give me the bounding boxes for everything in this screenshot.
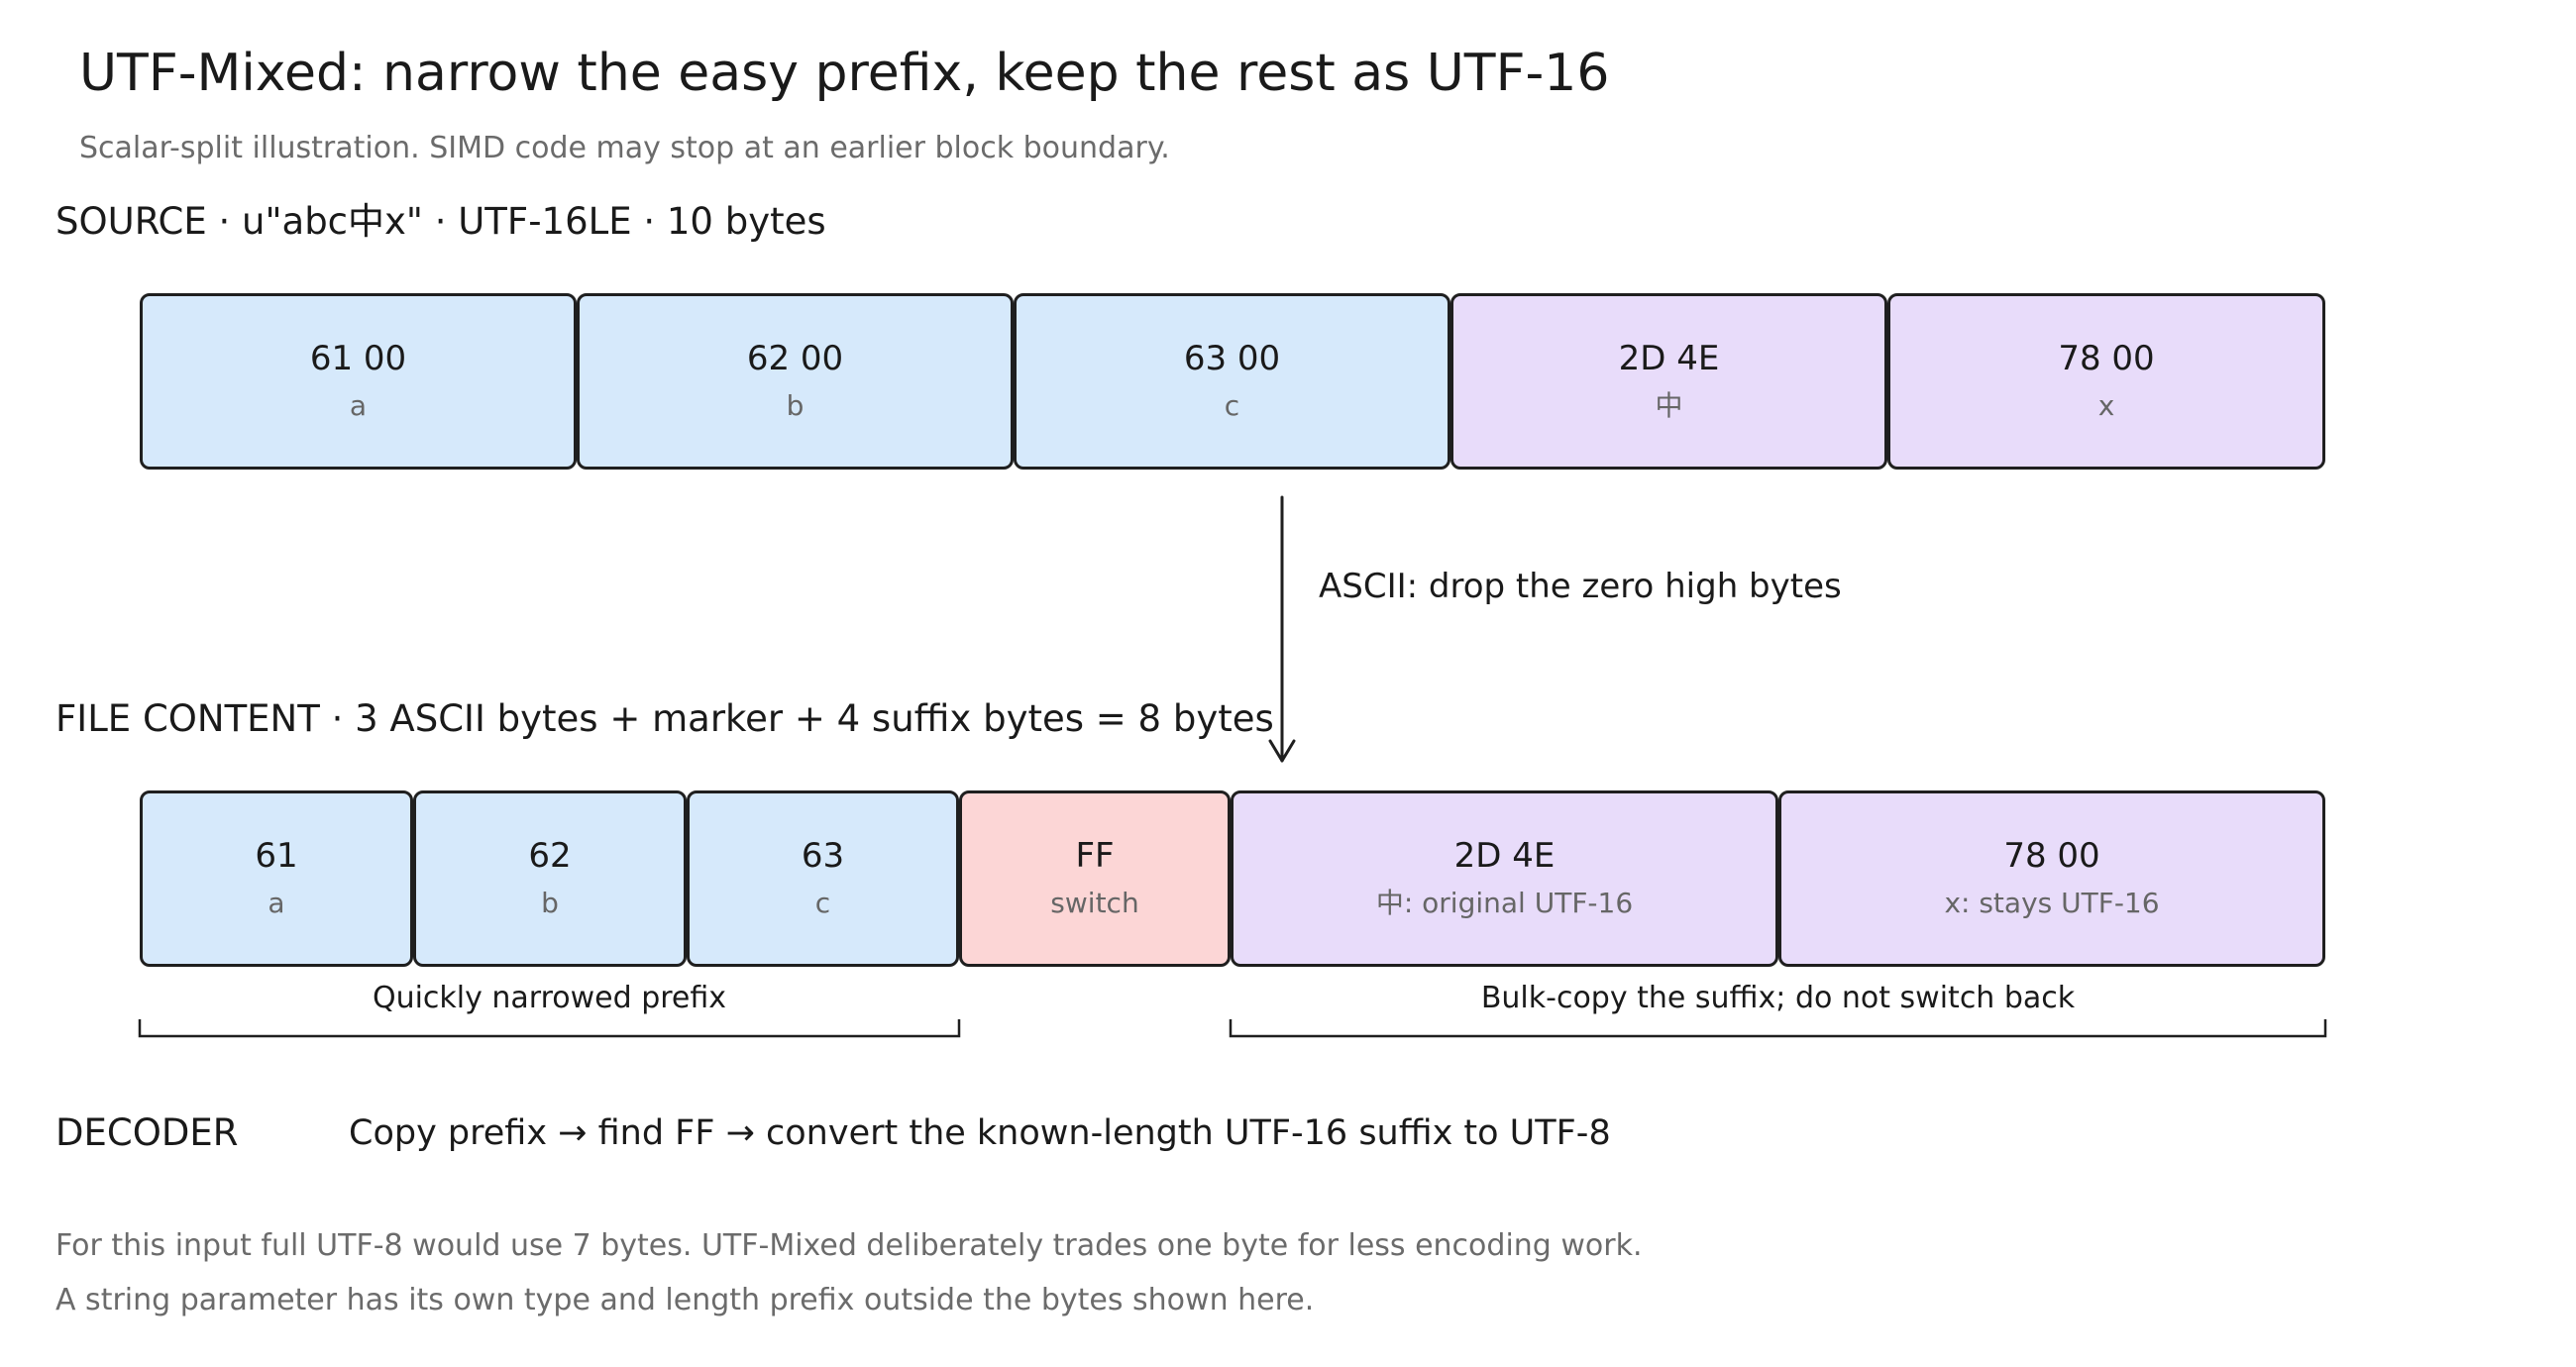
suffix-bracket [1229, 1019, 2327, 1038]
file-byte-cell: 62 b [413, 790, 687, 967]
file-byte-hex: 2D 4E [1453, 836, 1556, 876]
prefix-bracket [138, 1019, 961, 1038]
file-byte-cell-marker: FF switch [959, 790, 1231, 967]
file-byte-hex: 63 [801, 836, 845, 876]
file-byte-hex: 61 [255, 836, 298, 876]
source-section-label: SOURCE · u"abc中x" · UTF-16LE · 10 bytes [55, 200, 826, 243]
source-byte-cell: 2D 4E 中 [1450, 293, 1887, 470]
prefix-bracket-label: Quickly narrowed prefix [372, 981, 727, 1015]
file-byte-cell: 2D 4E 中: original UTF-16 [1231, 790, 1778, 967]
file-byte-cell: 78 00 x: stays UTF-16 [1778, 790, 2325, 967]
source-byte-char: a [349, 389, 368, 422]
file-byte-hex: FF [1075, 836, 1115, 876]
file-byte-cell: 61 a [140, 790, 413, 967]
file-byte-cell: 63 c [687, 790, 959, 967]
file-byte-char: c [814, 887, 831, 919]
file-section-label: FILE CONTENT · 3 ASCII bytes + marker + … [55, 697, 1274, 740]
decoder-label: DECODER [55, 1111, 239, 1154]
page-subtitle: Scalar-split illustration. SIMD code may… [79, 131, 1170, 165]
note-line: A string parameter has its own type and … [55, 1283, 1315, 1317]
file-byte-char: a [268, 887, 285, 919]
file-byte-hex: 78 00 [2003, 836, 2100, 876]
source-byte-char: 中 [1655, 389, 1683, 422]
source-byte-cell: 61 00 a [140, 293, 577, 470]
source-byte-char: x [2097, 389, 2115, 422]
down-arrow [1268, 495, 1296, 763]
note-line: For this input full UTF-8 would use 7 by… [55, 1228, 1643, 1263]
source-byte-hex: 63 00 [1183, 339, 1281, 378]
arrow-label: ASCII: drop the zero high bytes [1319, 567, 1842, 606]
source-byte-cell: 63 00 c [1014, 293, 1450, 470]
source-byte-hex: 62 00 [746, 339, 844, 378]
decoder-text: Copy prefix → find FF → convert the know… [349, 1113, 1611, 1153]
source-byte-cell: 62 00 b [577, 293, 1014, 470]
file-byte-hex: 62 [528, 836, 572, 876]
source-byte-hex: 61 00 [309, 339, 407, 378]
file-byte-char: x: stays UTF-16 [1944, 887, 2160, 919]
file-byte-char: switch [1050, 887, 1139, 919]
source-byte-hex: 78 00 [2058, 339, 2155, 378]
source-byte-hex: 2D 4E [1618, 339, 1720, 378]
source-byte-char: b [786, 389, 805, 422]
page-title: UTF-Mixed: narrow the easy prefix, keep … [79, 44, 1610, 103]
file-byte-char: b [541, 887, 559, 919]
suffix-bracket-label: Bulk-copy the suffix; do not switch back [1480, 981, 2076, 1015]
source-byte-cell: 78 00 x [1887, 293, 2325, 470]
source-byte-char: c [1224, 389, 1240, 422]
file-byte-char: 中: original UTF-16 [1375, 887, 1634, 919]
